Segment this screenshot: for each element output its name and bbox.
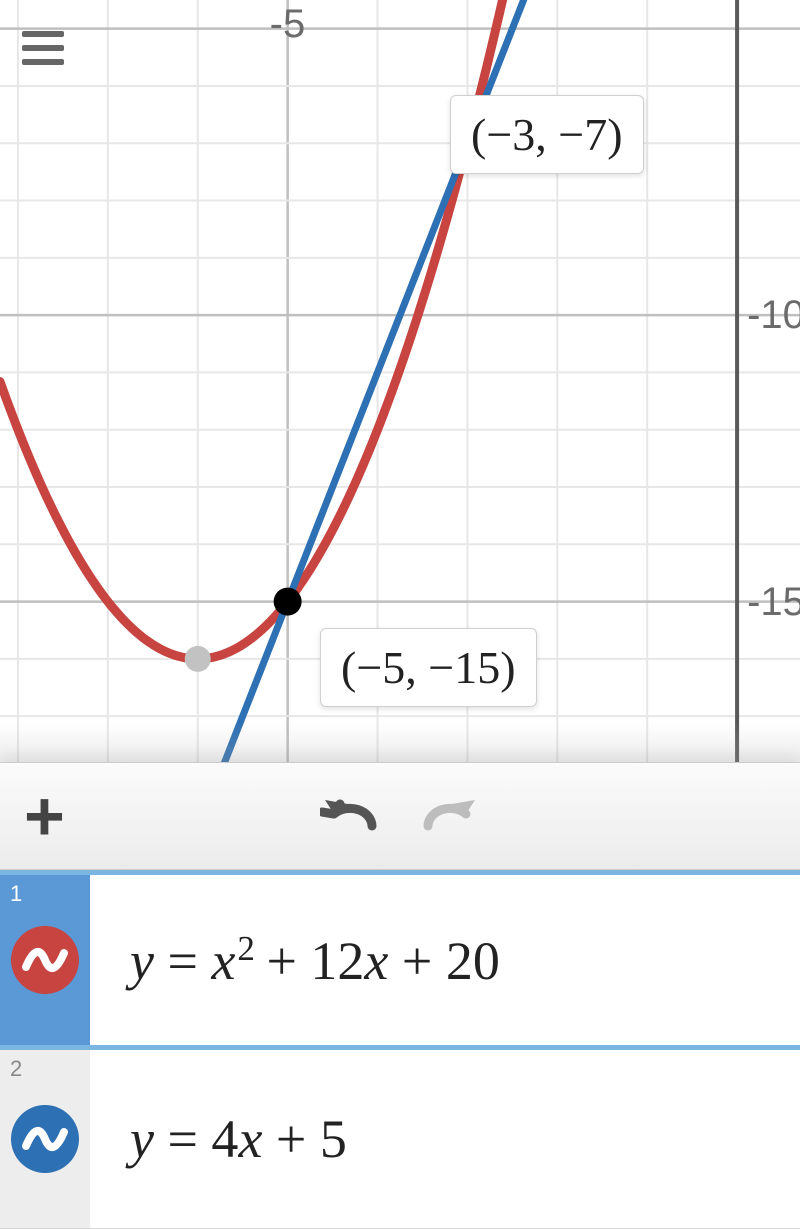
y-tick-label: -10 <box>747 293 800 338</box>
coordinate-label[interactable]: (−3, −7) <box>450 95 644 174</box>
undo-button[interactable] <box>320 792 380 840</box>
graph-area[interactable]: -5 -10 -15 (−3, −7) (−5, −15) <box>0 0 800 762</box>
y-tick-label: -15 <box>747 580 800 625</box>
expression-row[interactable]: 1 y = x2 + 12x + 20 <box>0 870 800 1050</box>
add-expression-button[interactable]: + <box>24 781 65 851</box>
expression-index: 2 <box>10 1056 22 1082</box>
expression-text[interactable]: y = 4x + 5 <box>90 1108 800 1170</box>
redo-button[interactable] <box>420 792 480 840</box>
expression-text[interactable]: y = x2 + 12x + 20 <box>90 929 800 992</box>
curve-icon[interactable] <box>11 926 79 994</box>
expression-index: 1 <box>10 881 22 907</box>
toolbar: + <box>0 762 800 870</box>
expression-list: 1 y = x2 + 12x + 20 2 y = 4x + 5 <box>0 870 800 1229</box>
expression-handle[interactable]: 1 <box>0 875 90 1045</box>
expression-row[interactable]: 2 y = 4x + 5 <box>0 1050 800 1229</box>
x-tick-label: -5 <box>270 2 306 47</box>
coordinate-label[interactable]: (−5, −15) <box>320 628 537 707</box>
expression-handle[interactable]: 2 <box>0 1050 90 1228</box>
menu-button[interactable] <box>22 22 74 74</box>
curve-icon[interactable] <box>11 1105 79 1173</box>
